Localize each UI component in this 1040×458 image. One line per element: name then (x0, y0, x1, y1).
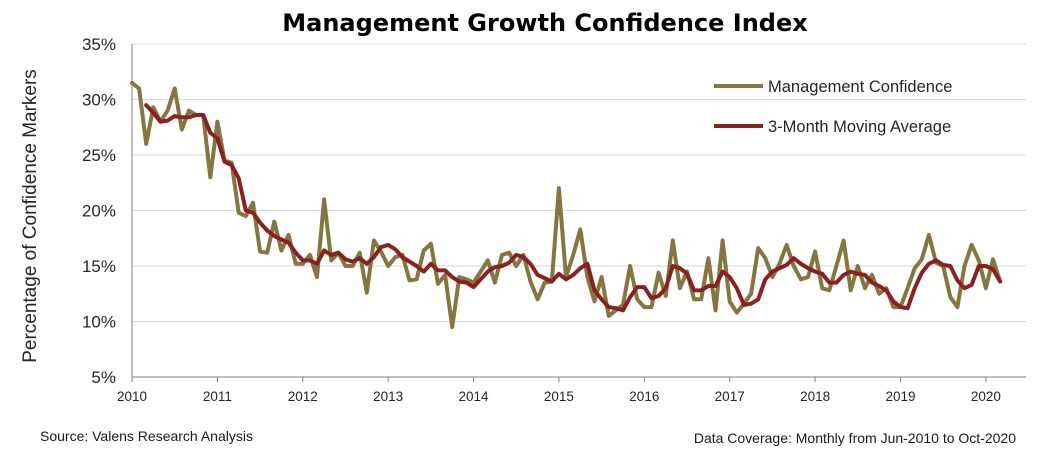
y-tick-label: 35% (82, 35, 116, 54)
y-tick-label: 20% (82, 202, 116, 221)
x-tick-label: 2014 (459, 389, 490, 404)
series-line-2 (144, 103, 1003, 313)
y-tick-label: 5% (91, 368, 116, 387)
x-tick-label: 2020 (971, 389, 1001, 404)
y-tick-label: 10% (82, 313, 116, 332)
legend-label: Management Confidence (768, 78, 952, 96)
x-tick-label: 2015 (544, 389, 574, 404)
y-tick-label: 15% (82, 257, 116, 276)
x-tick-label: 2018 (800, 389, 830, 404)
x-tick-label: 2013 (373, 389, 403, 404)
x-tick-label: 2011 (203, 389, 232, 404)
data-coverage-note: Data Coverage: Monthly from Jun-2010 to … (693, 430, 1016, 446)
x-tick-label: 2012 (288, 389, 318, 404)
x-tick-labels: 2010 2011 2012 2013 2014 2015 2016 2017 2018 2019… (117, 377, 1001, 404)
y-tick-labels: 5% 10% 15% 20% 25% 30% 35% (82, 35, 116, 387)
gridlines (131, 43, 1026, 378)
source-note: Source: Valens Research Analysis (40, 428, 253, 444)
chart-title: Management Growth Confidence Index (282, 9, 808, 37)
y-tick-label: 25% (82, 146, 116, 165)
legend: Management Confidence 3-Month Moving Aver… (714, 78, 952, 136)
y-tick-label: 30% (82, 91, 116, 110)
x-tick-label: 2017 (715, 389, 745, 404)
y-axis-label: Percentage of Confidence Markers (20, 69, 41, 363)
x-tick-label: 2016 (629, 389, 659, 404)
x-tick-label: 2010 (117, 389, 147, 404)
plot-series (130, 80, 1003, 330)
x-tick-label: 2019 (885, 389, 915, 404)
legend-label: 3-Month Moving Average (768, 118, 951, 136)
